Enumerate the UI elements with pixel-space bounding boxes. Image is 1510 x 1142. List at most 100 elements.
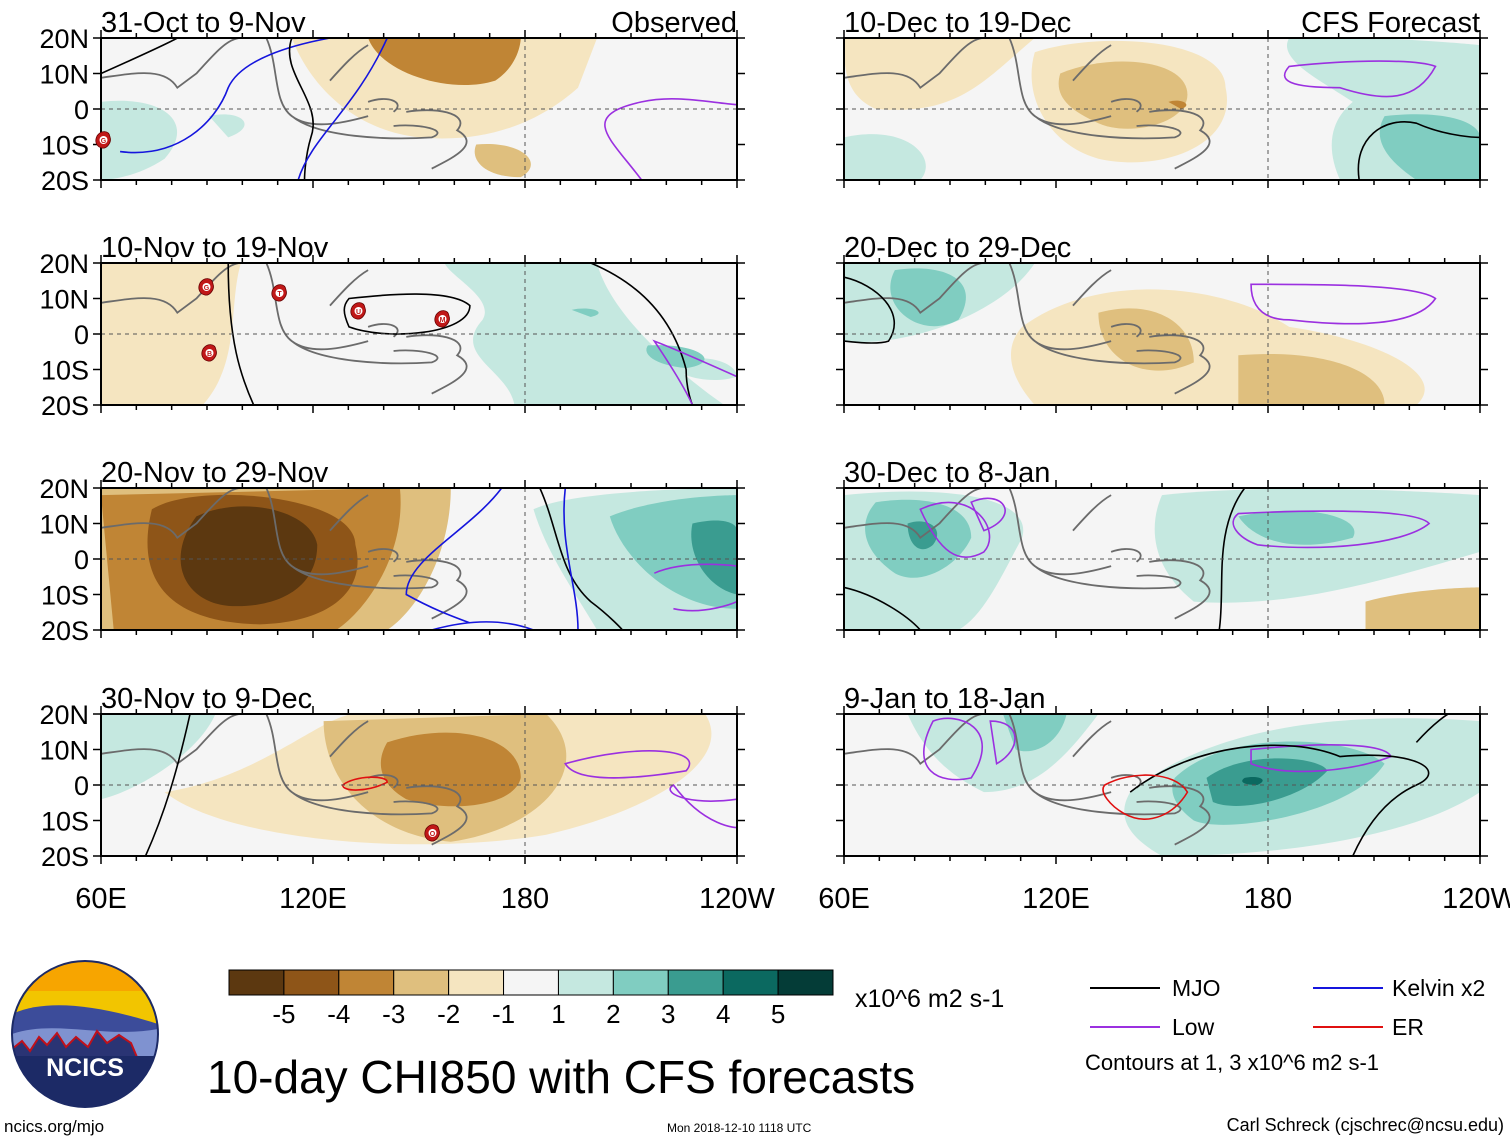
- colorbar-units: x10^6 m2 s-1: [855, 985, 1005, 1013]
- storm-marker-letter: M: [440, 317, 446, 324]
- map-panel: [93, 706, 745, 864]
- lat-label: 20S: [41, 616, 89, 646]
- anomaly-shading: [1168, 100, 1187, 109]
- contour-kel: [432, 622, 534, 630]
- contour-low: [990, 721, 1015, 764]
- lat-label: 20N: [39, 700, 89, 730]
- ncics-logo: NCICS: [11, 960, 159, 1108]
- contour-mjo: [228, 263, 253, 405]
- storm-marker-eye: [354, 307, 363, 315]
- lon-label: 120E: [279, 883, 347, 915]
- storm-marker-letter: T: [277, 291, 282, 298]
- colorbar-swatch: [283, 969, 340, 996]
- site-link[interactable]: ncics.org/mjo: [4, 1117, 105, 1136]
- anomaly-shading: [571, 308, 599, 317]
- colorbar-tick-label: -1: [492, 999, 515, 1029]
- contour-mjo: [844, 587, 920, 630]
- anomaly-shading: [890, 268, 966, 327]
- anomaly-shading: [180, 506, 318, 607]
- colorbar-swatch: [777, 969, 834, 996]
- lat-label: 10N: [39, 60, 89, 90]
- map-panel: [836, 480, 1488, 638]
- contour-mjo: [591, 263, 693, 405]
- timestamp: Mon 2018-12-10 1118 UTC: [667, 1121, 812, 1135]
- coastline: [844, 263, 1210, 394]
- contour-mjo: [1130, 745, 1428, 856]
- colorbar-swatch: [667, 969, 724, 996]
- legend-label-kelvin: Kelvin x2: [1392, 975, 1486, 1001]
- anomaly-shading: [474, 143, 531, 178]
- colorbar-swatch: [338, 969, 395, 996]
- storm-marker-eye: [428, 829, 437, 837]
- contour-er: [343, 777, 388, 790]
- colorbar-swatch: [393, 969, 450, 996]
- coastline: [101, 38, 467, 169]
- storm-marker-eye: [99, 136, 108, 144]
- contour-mjo: [289, 38, 313, 180]
- anomaly-shading: [1238, 510, 1355, 545]
- anomaly-shading: [1154, 488, 1480, 603]
- anomaly-shading: [368, 38, 521, 86]
- panel-period-label: 20-Nov to 29-Nov: [101, 457, 329, 489]
- lon-label: 180: [1244, 883, 1292, 915]
- anomaly-shading: [291, 38, 598, 139]
- anomaly-shading: [691, 520, 737, 595]
- contour-kel: [406, 488, 501, 623]
- lon-label: 120W: [699, 883, 775, 915]
- contour-low: [565, 751, 689, 778]
- map-panel: [836, 706, 1488, 864]
- colorbar-tick-label: -3: [382, 999, 405, 1029]
- storm-marker-icon: T: [271, 284, 287, 302]
- storm-marker-eye: [202, 283, 211, 291]
- legend-label-er: ER: [1392, 1014, 1424, 1040]
- storm-marker-eye: [438, 315, 447, 323]
- panel-period-label: 9-Jan to 18-Jan: [844, 683, 1046, 715]
- colorbar-tick-label: -5: [272, 999, 295, 1029]
- lat-label: 0: [74, 545, 89, 575]
- coastline: [844, 488, 1210, 619]
- contour-note: Contours at 1, 3 x10^6 m2 s-1: [1085, 1050, 1380, 1075]
- contour-low: [654, 341, 737, 405]
- colorbar-tick-label: -4: [327, 999, 350, 1029]
- contour-low: [920, 502, 989, 557]
- storm-marker-icon: G: [95, 131, 111, 149]
- panel-period-label: 30-Nov to 9-Dec: [101, 683, 312, 715]
- colorbar-tick-label: 2: [606, 999, 620, 1029]
- storm-marker-icon: M: [434, 310, 450, 328]
- legend-label-mjo: MJO: [1172, 975, 1221, 1001]
- anomaly-shading: [101, 100, 178, 180]
- colorbar-tick-label: -2: [437, 999, 460, 1029]
- contour-low: [670, 785, 737, 828]
- colorbar-swatch: [557, 969, 614, 996]
- lat-label: 0: [74, 771, 89, 801]
- contour-low: [654, 564, 737, 573]
- lon-label: 180: [501, 883, 549, 915]
- anomaly-shading: [101, 714, 216, 800]
- storm-marker-letter: O: [430, 831, 436, 838]
- colorbar-tick-label: 5: [771, 999, 785, 1029]
- lat-label: 10S: [41, 581, 89, 611]
- lat-label: 0: [74, 95, 89, 125]
- coastline: [844, 38, 1210, 169]
- lat-label: 10S: [41, 131, 89, 161]
- panel-period-label: 10-Dec to 19-Dec: [844, 7, 1071, 39]
- lat-label: 10N: [39, 510, 89, 540]
- coastline: [101, 488, 467, 619]
- colorbar-swatch: [448, 969, 505, 996]
- contour-mjo: [1358, 122, 1480, 180]
- contour-mjo: [540, 488, 623, 630]
- logo-sky-top: [12, 961, 158, 991]
- storm-marker-icon: O: [424, 824, 440, 842]
- lat-label: 10N: [39, 285, 89, 315]
- colorbar-swatch: [612, 969, 669, 996]
- lat-label: 10N: [39, 736, 89, 766]
- legend-label-low: Low: [1172, 1014, 1215, 1040]
- anomaly-shading: [1379, 114, 1480, 180]
- lat-label: 20N: [39, 474, 89, 504]
- contour-low: [605, 99, 737, 180]
- lon-label: 60E: [818, 883, 870, 915]
- contour-low: [1285, 61, 1436, 96]
- contour-kel: [298, 38, 387, 180]
- observed-label: Observed: [611, 7, 737, 39]
- colorbar-tick-label: 4: [716, 999, 730, 1029]
